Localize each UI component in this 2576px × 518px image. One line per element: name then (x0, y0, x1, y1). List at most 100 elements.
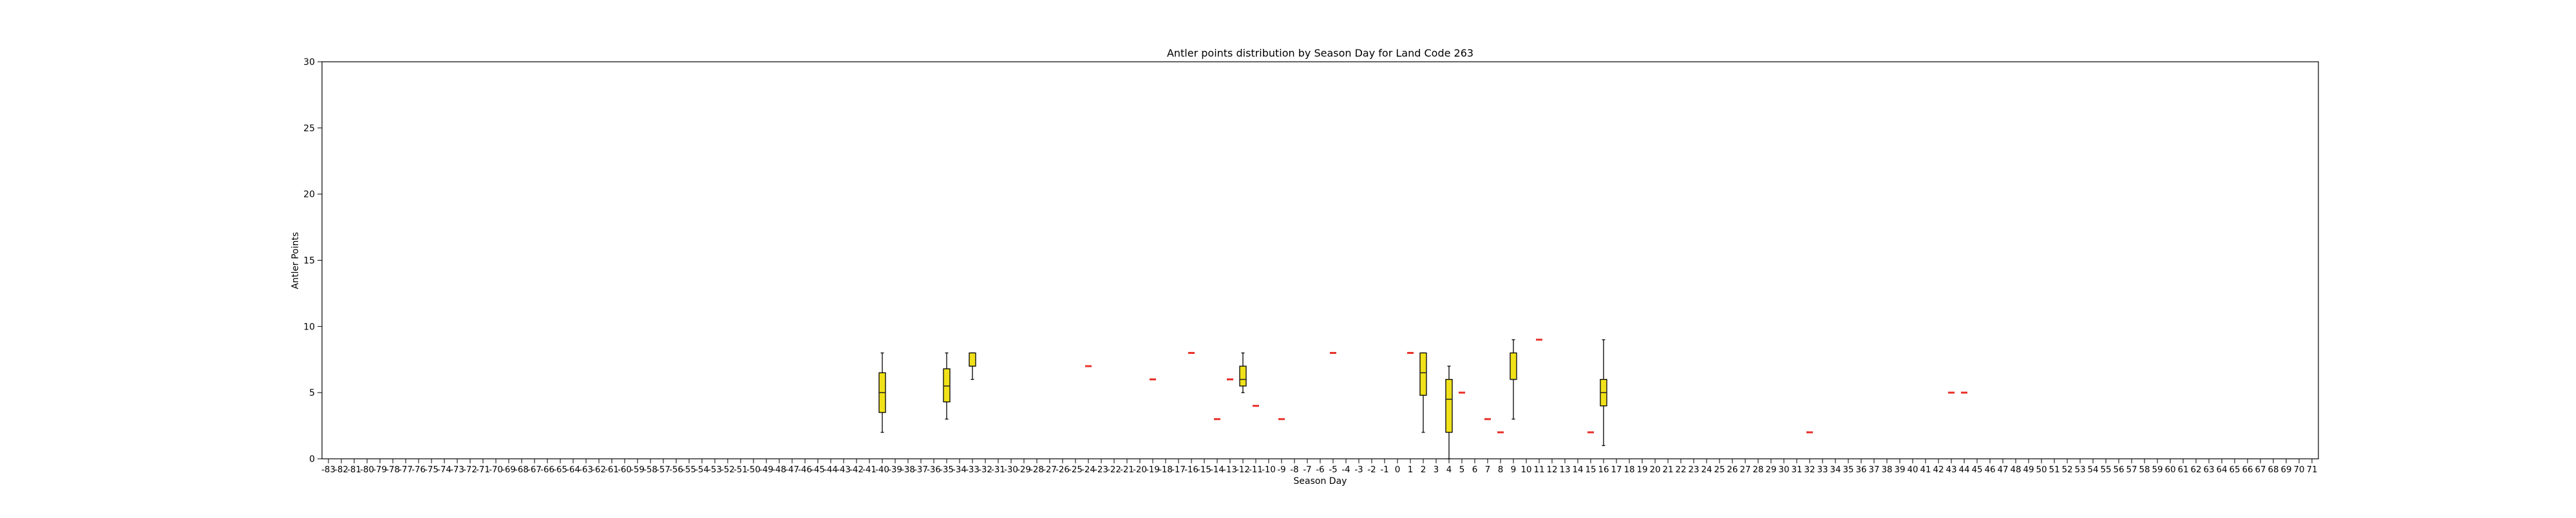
x-tick-label: -5 (1329, 465, 1337, 475)
x-tick-label: 58 (2139, 465, 2150, 475)
x-axis-label: Season Day (1294, 476, 1347, 486)
iqr-box (969, 352, 976, 367)
x-tick-label: -74 (437, 465, 451, 475)
box-day-2 (1419, 352, 1427, 433)
x-tick-label: -24 (1081, 465, 1095, 475)
x-tick-label: -77 (399, 465, 413, 475)
x-tick-label: -46 (798, 465, 812, 475)
x-tick-label: -20 (1133, 465, 1147, 475)
x-tick-label: 14 (1572, 465, 1583, 475)
x-tick-label: -32 (978, 465, 992, 475)
x-tick-label: 38 (1881, 465, 1892, 475)
x-tick-label: -14 (1210, 465, 1224, 475)
x-tick-label: -15 (1197, 465, 1211, 475)
x-tick-label: -16 (1184, 465, 1198, 475)
x-tick-label: -28 (1030, 465, 1044, 475)
x-tick-label: 48 (2010, 465, 2021, 475)
y-tick-label: 15 (303, 256, 315, 266)
x-tick-label: 60 (2164, 465, 2175, 475)
x-tick-label: -4 (1341, 465, 1350, 475)
x-tick-label: -56 (669, 465, 683, 475)
y-tick-label: 30 (303, 57, 315, 68)
x-tick-label: -30 (1004, 465, 1018, 475)
x-tick-label: -29 (1017, 465, 1031, 475)
x-tick-label: 34 (1830, 465, 1841, 475)
x-tick-label: -13 (1223, 465, 1237, 475)
iqr-box (1445, 378, 1453, 433)
x-tick-label: -60 (618, 465, 632, 475)
x-tick-label: 45 (1971, 465, 1982, 475)
x-tick-label: -63 (579, 465, 593, 475)
x-tick-label: -65 (553, 465, 567, 475)
x-tick-label: -47 (785, 465, 799, 475)
x-tick-label: -36 (927, 465, 941, 475)
x-tick-label: -8 (1290, 465, 1298, 475)
x-tick-label: -82 (334, 465, 348, 475)
x-tick-label: 17 (1611, 465, 1622, 475)
x-tick-label: 4 (1446, 465, 1452, 475)
x-tick-label: 11 (1533, 465, 1544, 475)
x-tick-label: -71 (476, 465, 490, 475)
x-tick-label: -49 (759, 465, 773, 475)
x-tick-label: 13 (1559, 465, 1570, 475)
x-tick-label: -70 (489, 465, 503, 475)
box-day--35 (943, 352, 951, 420)
x-tick-label: 28 (1752, 465, 1763, 475)
x-tick-label: 39 (1894, 465, 1905, 475)
x-tick-label: -37 (914, 465, 928, 475)
chart-title: Antler points distribution by Season Day… (1167, 47, 1473, 59)
y-tick-label: 10 (303, 322, 315, 332)
x-tick-label: -48 (772, 465, 786, 475)
x-tick-label: -3 (1354, 465, 1363, 475)
x-tick-label: 63 (2203, 465, 2214, 475)
x-tick-label: -76 (412, 465, 426, 475)
x-tick-label: 7 (1485, 465, 1491, 475)
x-tick-label: -11 (1249, 465, 1263, 475)
x-tick-label: 3 (1434, 465, 1439, 475)
x-tick-label: 21 (1662, 465, 1673, 475)
x-tick-label: -21 (1120, 465, 1134, 475)
x-tick-label: -1 (1380, 465, 1388, 475)
x-tick-label: 52 (2061, 465, 2072, 475)
x-tick-label: -6 (1316, 465, 1324, 475)
x-tick-label: -27 (1043, 465, 1057, 475)
x-tick-label: 57 (2126, 465, 2137, 475)
x-tick-label: 9 (1511, 465, 1517, 475)
x-tick-label: -64 (566, 465, 580, 475)
x-tick-label: 27 (1739, 465, 1750, 475)
x-tick-label: 64 (2216, 465, 2227, 475)
x-tick-label: 0 (1395, 465, 1401, 475)
x-tick-label: -80 (360, 465, 374, 475)
x-tick-label: -22 (1107, 465, 1121, 475)
x-tick-label: -66 (540, 465, 554, 475)
x-tick-label: 33 (1817, 465, 1828, 475)
x-tick-label: -7 (1303, 465, 1311, 475)
x-tick-label: -42 (849, 465, 864, 475)
x-tick-label: 47 (1997, 465, 2008, 475)
x-tick-label: -2 (1367, 465, 1376, 475)
x-tick-label: -25 (1068, 465, 1083, 475)
x-tick-label: 56 (2113, 465, 2124, 475)
x-tick-label: 59 (2152, 465, 2163, 475)
x-tick-label: -19 (1146, 465, 1160, 475)
x-tick-label: 12 (1546, 465, 1557, 475)
x-tick-label: 43 (1946, 465, 1956, 475)
x-tick-label: -75 (424, 465, 439, 475)
box-series (878, 338, 1967, 459)
x-tick-label: 40 (1907, 465, 1918, 475)
x-tick-label: -41 (862, 465, 876, 475)
x-tick-label: 24 (1701, 465, 1712, 475)
x-tick-label: -55 (682, 465, 696, 475)
x-tick-label: -26 (1056, 465, 1070, 475)
y-tick-label: 20 (303, 190, 315, 200)
x-axis-ticks: -83-82-81-80-79-78-77-76-75-74-73-72-71-… (321, 459, 2318, 475)
x-tick-label: 41 (1920, 465, 1931, 475)
x-tick-label: -45 (811, 465, 825, 475)
x-tick-label: 18 (1624, 465, 1634, 475)
iqr-box (943, 368, 951, 403)
x-tick-label: 6 (1472, 465, 1478, 475)
x-tick-label: -57 (656, 465, 670, 475)
x-tick-label: 16 (1598, 465, 1609, 475)
box-day-16 (1600, 339, 1607, 447)
